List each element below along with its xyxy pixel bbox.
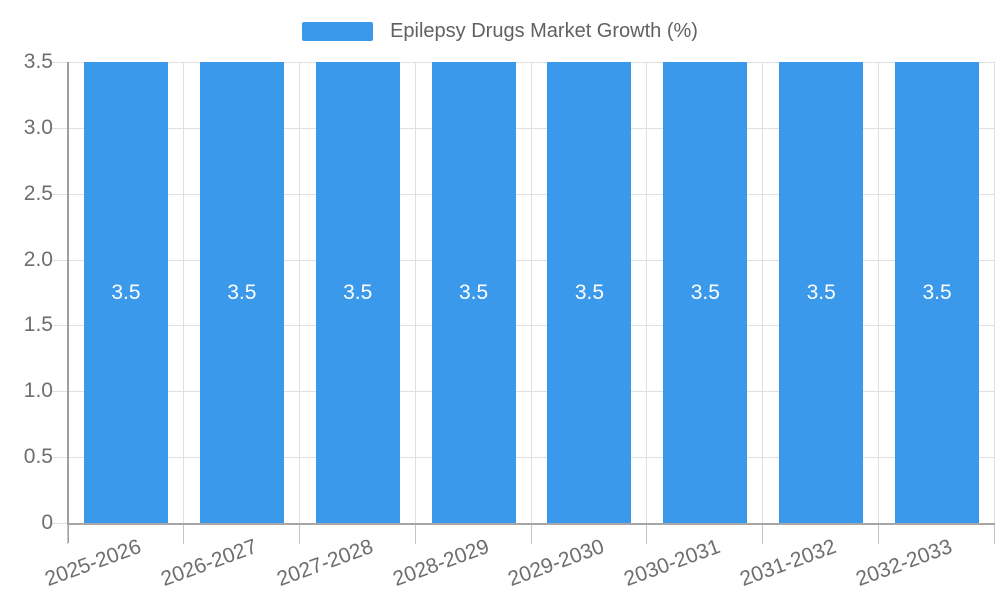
gridline-h — [52, 391, 995, 393]
y-tick-label: 1.0 — [23, 379, 53, 403]
gridline-h — [52, 127, 995, 129]
bar-value-label: 3.5 — [343, 280, 373, 304]
bar: 3.5 — [547, 62, 632, 523]
x-tick-mark — [878, 525, 880, 544]
x-tick-mark — [414, 525, 416, 544]
y-axis-line — [67, 62, 69, 543]
gridline-h — [52, 193, 995, 195]
gridline-v — [414, 62, 416, 523]
gridline-h — [52, 457, 995, 459]
y-tick-label: 1.5 — [23, 313, 53, 337]
x-tick-mark — [67, 525, 68, 544]
gridline-v — [646, 62, 648, 523]
bar: 3.5 — [895, 62, 980, 523]
gridline-h — [52, 325, 995, 327]
bar-value-label: 3.5 — [111, 280, 141, 304]
gridline-h — [52, 259, 995, 261]
x-tick-mark — [994, 525, 995, 544]
y-tick-label: 0 — [41, 511, 53, 534]
bar-value-label: 3.5 — [458, 280, 489, 304]
gridline-v — [762, 62, 764, 523]
y-tick-label: 3.5 — [23, 50, 53, 73]
x-tick-mark — [646, 525, 648, 544]
x-tick-mark — [762, 525, 764, 544]
legend-item[interactable]: Epilepsy Drugs Market Growth (%) — [302, 20, 698, 43]
bar: 3.5 — [779, 62, 864, 523]
gridline-v — [994, 62, 995, 523]
gridline-v — [298, 62, 300, 523]
bar: 3.5 — [83, 62, 168, 523]
gridline-h — [52, 62, 995, 63]
bar: 3.5 — [431, 62, 516, 523]
legend-label: Epilepsy Drugs Market Growth (%) — [390, 20, 698, 42]
gridline-v — [182, 62, 184, 523]
y-tick-label: 0.5 — [23, 445, 53, 469]
bar-value-label: 3.5 — [806, 280, 836, 304]
bar-value-label: 3.5 — [690, 280, 720, 304]
plot-area: 3.5 3.5 3.5 3.5 3.5 3.5 3.5 3.5 — [52, 62, 995, 544]
bar-value-label: 3.5 — [574, 280, 605, 304]
gridline-v — [878, 62, 880, 523]
bar: 3.5 — [315, 62, 400, 523]
y-tick-label: 3.0 — [23, 115, 53, 139]
legend: Epilepsy Drugs Market Growth (%) — [0, 20, 1000, 43]
bar-value-label: 3.5 — [227, 280, 257, 304]
y-tick-label: 2.5 — [23, 181, 53, 205]
x-tick-mark — [530, 525, 532, 544]
bar-value-label: 3.5 — [922, 280, 952, 304]
bar: 3.5 — [199, 62, 284, 523]
x-axis-line — [68, 523, 995, 525]
bar: 3.5 — [663, 62, 748, 523]
legend-swatch — [302, 22, 374, 41]
x-tick-mark — [298, 525, 300, 544]
x-tick-mark — [182, 525, 184, 544]
y-tick-label: 2.0 — [23, 247, 53, 271]
gridline-v — [530, 62, 532, 523]
